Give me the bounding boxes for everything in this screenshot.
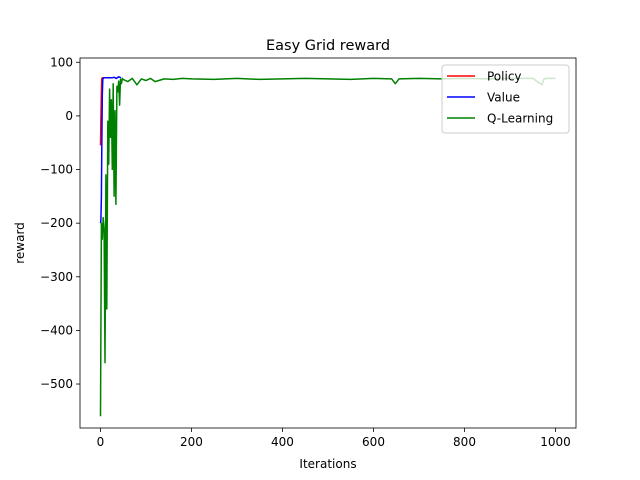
legend-box: [441, 64, 570, 134]
y-tick-label: −300: [40, 270, 73, 284]
plot-frame: [79, 57, 577, 429]
series-line-q-learning: [99, 77, 556, 417]
chart-title: Easy Grid reward: [266, 38, 390, 54]
plot-lines: [99, 76, 556, 417]
x-tick-label: 200: [180, 435, 203, 449]
series-line-value: [99, 76, 122, 224]
x-axis-label: Iterations: [299, 457, 356, 471]
y-axis-ticks: 100 0 −100 −200 −300 −400 −500: [40, 55, 80, 391]
x-tick-label: 400: [271, 435, 294, 449]
x-tick-label: 800: [453, 435, 476, 449]
y-tick-label: 0: [65, 109, 73, 123]
x-tick-label: 1000: [540, 435, 571, 449]
x-tick-label: 600: [362, 435, 385, 449]
y-axis-label: reward: [13, 222, 27, 264]
y-tick-label: −500: [40, 377, 73, 391]
legend-label-q-learning: Q-Learning: [487, 112, 553, 126]
y-tick-label: −200: [40, 216, 73, 230]
x-tick-label: 0: [97, 435, 105, 449]
y-tick-label: −400: [40, 323, 73, 337]
legend: Policy Value Q-Learning: [441, 64, 570, 134]
legend-label-policy: Policy: [487, 70, 522, 84]
y-tick-label: 100: [50, 55, 73, 69]
x-axis-ticks: 0 200 400 600 800 1000: [97, 428, 571, 449]
y-tick-label: −100: [40, 163, 73, 177]
legend-label-value: Value: [487, 91, 520, 105]
